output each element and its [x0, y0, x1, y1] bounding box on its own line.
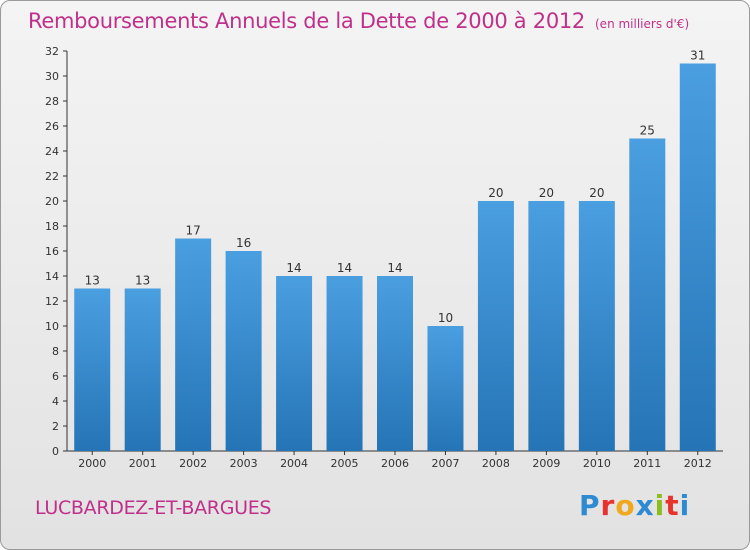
chart-title: Remboursements Annuels de la Dette de 20… — [28, 9, 585, 33]
logo-letter: o — [615, 489, 636, 522]
y-tick-label: 6 — [52, 370, 59, 383]
y-tick-label: 22 — [45, 170, 59, 183]
y-tick-label: 8 — [52, 345, 59, 358]
bar-group — [74, 63, 716, 451]
x-tick-label: 2003 — [230, 457, 258, 470]
x-tick-label: 2002 — [179, 457, 207, 470]
data-label: 10 — [438, 311, 453, 325]
bar — [427, 326, 464, 451]
bar — [528, 201, 565, 451]
data-label: 20 — [539, 186, 554, 200]
data-label: 13 — [135, 274, 150, 288]
y-tick-label: 24 — [45, 145, 59, 158]
x-tick-label: 2005 — [331, 457, 359, 470]
bar — [326, 276, 363, 451]
x-tick-label: 2007 — [431, 457, 459, 470]
bar — [477, 201, 514, 451]
data-label: 13 — [85, 274, 100, 288]
y-tick-label: 18 — [45, 220, 59, 233]
x-tick-label: 2011 — [633, 457, 661, 470]
x-tick-label: 2000 — [78, 457, 106, 470]
y-tick-label: 16 — [45, 245, 59, 258]
bar — [175, 238, 212, 451]
title-row: Remboursements Annuels de la Dette de 20… — [28, 9, 689, 33]
x-tick-label: 2012 — [684, 457, 712, 470]
y-tick-label: 12 — [45, 295, 59, 308]
y-tick-label: 26 — [45, 120, 59, 133]
data-label: 14 — [337, 261, 352, 275]
bar — [377, 276, 413, 451]
y-tick-label: 4 — [52, 395, 59, 408]
bar — [629, 138, 666, 451]
x-tick-label: 2008 — [482, 457, 510, 470]
y-tick-label: 10 — [45, 320, 59, 333]
x-tick-label: 2009 — [532, 457, 560, 470]
logo-letter: P — [579, 489, 601, 522]
data-label: 31 — [690, 49, 705, 63]
y-tick-label: 14 — [45, 270, 59, 283]
bar — [225, 251, 262, 451]
data-label: 14 — [286, 261, 301, 275]
data-label: 20 — [488, 186, 503, 200]
y-tick-label: 20 — [45, 195, 59, 208]
logo-letter: t — [665, 489, 680, 522]
y-tick-label: 2 — [52, 420, 59, 433]
chart-subtitle: (en milliers d'€) — [595, 17, 690, 31]
data-label: 25 — [640, 124, 655, 138]
data-label: 20 — [589, 186, 604, 200]
y-tick-label: 30 — [45, 70, 59, 83]
y-tick-label: 28 — [45, 95, 59, 108]
proxiti-logo: Proxiti — [579, 489, 690, 522]
y-tick-label: 32 — [45, 45, 59, 58]
bar — [124, 288, 161, 451]
data-label-group: 13 13 17 16 14 14 14 10 20 20 20 25 31 — [85, 49, 706, 326]
x-tick-label: 2001 — [129, 457, 157, 470]
data-label: 14 — [387, 261, 402, 275]
x-tick-label: 2004 — [280, 457, 308, 470]
bar — [74, 288, 111, 451]
bar — [578, 201, 615, 451]
commune-name: LUCBARDEZ-ET-BARGUES — [35, 497, 272, 519]
logo-letter: i — [679, 489, 691, 522]
bar — [276, 276, 313, 451]
logo-letter: r — [600, 489, 616, 522]
data-label: 17 — [186, 224, 201, 238]
bar — [679, 63, 716, 451]
logo-letter: x — [635, 489, 655, 522]
y-tick-label: 0 — [52, 445, 59, 458]
data-label: 16 — [236, 236, 251, 250]
x-tick-label: 2006 — [381, 457, 409, 470]
x-tick-label: 2010 — [583, 457, 611, 470]
logo-letter: i — [654, 489, 666, 522]
